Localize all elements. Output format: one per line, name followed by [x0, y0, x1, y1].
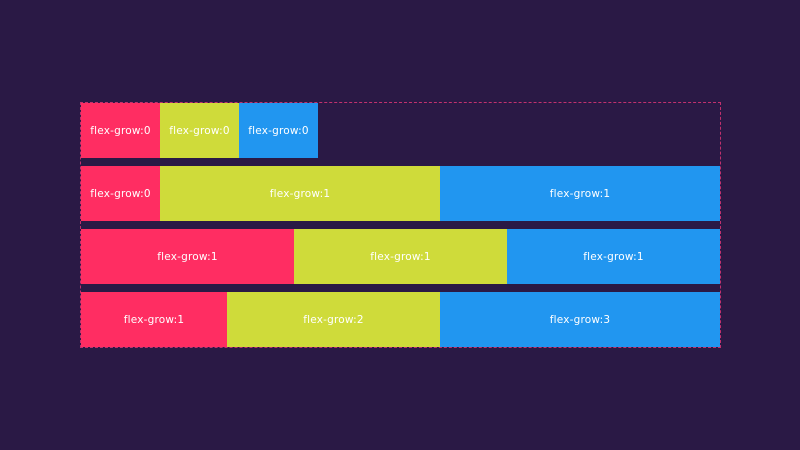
flex-item-blue: flex-grow:1 — [440, 166, 720, 221]
flex-item-blue: flex-grow:0 — [239, 103, 318, 158]
flex-item-blue: flex-grow:1 — [507, 229, 720, 284]
flex-item-pink: flex-grow:1 — [81, 229, 294, 284]
flex-item-lime: flex-grow:0 — [160, 103, 239, 158]
flex-container: flex-grow:0 flex-grow:0 flex-grow:0 flex… — [80, 102, 721, 348]
flex-item-pink: flex-grow:0 — [81, 103, 160, 158]
flex-item-pink: flex-grow:1 — [81, 292, 227, 347]
flex-item-blue: flex-grow:3 — [440, 292, 720, 347]
flex-row-4: flex-grow:1 flex-grow:2 flex-grow:3 — [81, 292, 720, 347]
flex-item-lime: flex-grow:1 — [160, 166, 440, 221]
flex-item-pink: flex-grow:0 — [81, 166, 160, 221]
flex-row-1: flex-grow:0 flex-grow:0 flex-grow:0 — [81, 103, 720, 158]
flex-row-3: flex-grow:1 flex-grow:1 flex-grow:1 — [81, 229, 720, 284]
flex-row-2: flex-grow:0 flex-grow:1 flex-grow:1 — [81, 166, 720, 221]
flex-item-lime: flex-grow:2 — [227, 292, 440, 347]
flex-item-lime: flex-grow:1 — [294, 229, 507, 284]
